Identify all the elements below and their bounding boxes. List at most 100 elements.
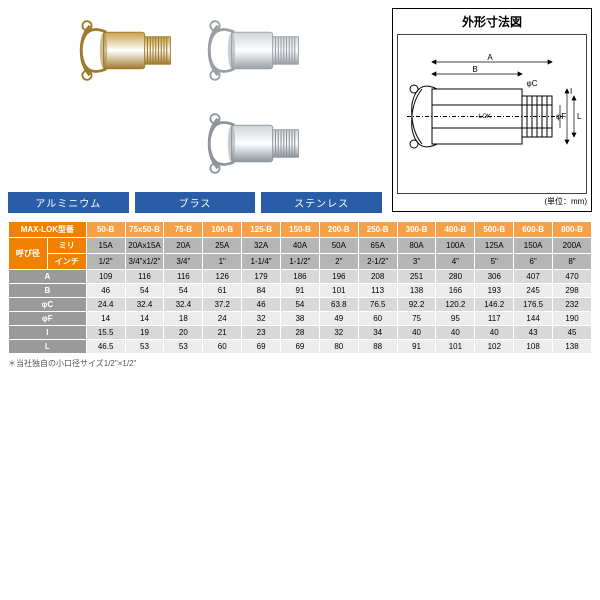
dim-value-cell: 28: [281, 326, 320, 340]
dim-value-cell: 60: [203, 340, 242, 354]
size-mm-cell: 65A: [358, 238, 397, 254]
dim-value-cell: 298: [553, 284, 592, 298]
dim-name-cell: B: [9, 284, 87, 298]
model-cell: 800-B: [553, 222, 592, 238]
size-inch-cell: 2": [319, 254, 358, 270]
dim-value-cell: 45: [553, 326, 592, 340]
size-inch-cell: 1-1/2": [281, 254, 320, 270]
dim-name-cell: φF: [9, 312, 87, 326]
dim-value-cell: 53: [164, 340, 203, 354]
dim-name-cell: I: [9, 326, 87, 340]
dim-value-cell: 102: [475, 340, 514, 354]
dim-value-cell: 92.2: [397, 298, 436, 312]
col-inch-header: インチ: [47, 254, 86, 270]
dim-value-cell: 23: [242, 326, 281, 340]
dim-value-cell: 54: [164, 284, 203, 298]
size-inch-cell: 2-1/2": [358, 254, 397, 270]
dim-value-cell: 24.4: [86, 298, 125, 312]
dim-value-cell: 91: [281, 284, 320, 298]
dimension-drawing: A B φC φF I L -LOK: [402, 39, 582, 189]
dim-value-cell: 117: [475, 312, 514, 326]
dim-value-cell: 40: [397, 326, 436, 340]
dim-value-cell: 37.2: [203, 298, 242, 312]
product-cell: [199, 8, 319, 93]
size-inch-cell: 8": [553, 254, 592, 270]
dim-value-cell: 46: [242, 298, 281, 312]
size-mm-cell: 15A: [86, 238, 125, 254]
spec-table: MAX-LOK型番50-B75x50-B75-B100-B125-B150-B2…: [8, 221, 592, 354]
dim-value-cell: 53: [125, 340, 164, 354]
dim-value-cell: 120.2: [436, 298, 475, 312]
dim-value-cell: 208: [358, 270, 397, 284]
product-image: [204, 101, 314, 186]
dim-value-cell: 18: [164, 312, 203, 326]
unit-note: (単位：mm): [397, 196, 587, 207]
product-image: [204, 8, 314, 93]
dim-value-cell: 108: [514, 340, 553, 354]
size-inch-cell: 1": [203, 254, 242, 270]
dim-value-cell: 84: [242, 284, 281, 298]
size-inch-cell: 3/4"x1/2": [125, 254, 164, 270]
dim-value-cell: 126: [203, 270, 242, 284]
size-mm-cell: 25A: [203, 238, 242, 254]
dim-value-cell: 138: [397, 284, 436, 298]
dim-value-cell: 46: [86, 284, 125, 298]
dim-name-cell: L: [9, 340, 87, 354]
dim-value-cell: 193: [475, 284, 514, 298]
product-image: [76, 8, 186, 93]
dim-value-cell: 54: [281, 298, 320, 312]
dim-value-cell: 251: [397, 270, 436, 284]
dim-value-cell: 14: [86, 312, 125, 326]
dim-value-cell: 280: [436, 270, 475, 284]
material-label: ステンレス: [261, 192, 382, 213]
dim-value-cell: 49: [319, 312, 358, 326]
dim-value-cell: 91: [397, 340, 436, 354]
dim-value-cell: 116: [164, 270, 203, 284]
dim-value-cell: 40: [475, 326, 514, 340]
dim-value-cell: 61: [203, 284, 242, 298]
size-mm-cell: 80A: [397, 238, 436, 254]
dim-value-cell: 144: [514, 312, 553, 326]
size-mm-cell: 100A: [436, 238, 475, 254]
dim-value-cell: 32.4: [125, 298, 164, 312]
dim-value-cell: 113: [358, 284, 397, 298]
svg-text:-LOK: -LOK: [477, 114, 491, 120]
dim-value-cell: 38: [281, 312, 320, 326]
model-cell: 250-B: [358, 222, 397, 238]
dim-value-cell: 54: [125, 284, 164, 298]
dim-value-cell: 88: [358, 340, 397, 354]
size-mm-cell: 150A: [514, 238, 553, 254]
dim-value-cell: 407: [514, 270, 553, 284]
diagram-panel: 外形寸法図: [392, 8, 592, 212]
dim-value-cell: 109: [86, 270, 125, 284]
svg-text:φF: φF: [556, 112, 566, 121]
model-cell: 400-B: [436, 222, 475, 238]
dim-value-cell: 63.8: [319, 298, 358, 312]
dim-value-cell: 76.5: [358, 298, 397, 312]
col-size-header: 呼び径: [9, 238, 48, 270]
dim-value-cell: 32: [242, 312, 281, 326]
model-cell: 300-B: [397, 222, 436, 238]
material-tabs: アルミニウムブラスステンレス: [8, 192, 382, 213]
dim-value-cell: 75: [397, 312, 436, 326]
model-cell: 100-B: [203, 222, 242, 238]
dim-value-cell: 245: [514, 284, 553, 298]
size-mm-cell: 32A: [242, 238, 281, 254]
col-model-header: MAX-LOK型番: [9, 222, 87, 238]
dim-value-cell: 470: [553, 270, 592, 284]
product-cell: [71, 8, 191, 93]
size-mm-cell: 20A: [164, 238, 203, 254]
dim-value-cell: 19: [125, 326, 164, 340]
svg-text:A: A: [487, 53, 493, 62]
model-cell: 500-B: [475, 222, 514, 238]
diagram-title: 外形寸法図: [397, 13, 587, 30]
svg-text:L: L: [577, 112, 582, 121]
size-inch-cell: 1-1/4": [242, 254, 281, 270]
model-cell: 75-B: [164, 222, 203, 238]
dim-value-cell: 95: [436, 312, 475, 326]
dim-value-cell: 306: [475, 270, 514, 284]
dim-value-cell: 116: [125, 270, 164, 284]
size-mm-cell: 20Ax15A: [125, 238, 164, 254]
size-mm-cell: 50A: [319, 238, 358, 254]
product-cell: [199, 101, 319, 186]
